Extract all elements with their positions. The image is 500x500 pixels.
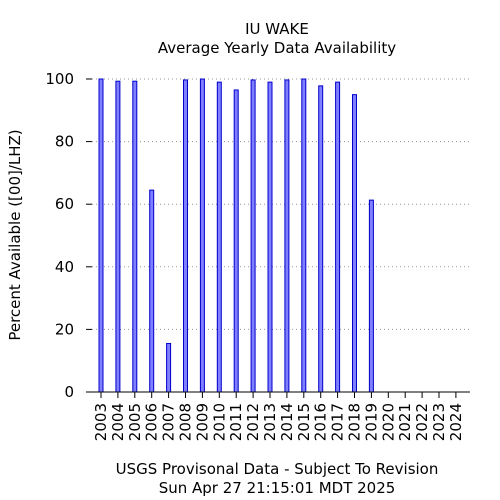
y-tick-labels: 0 20 40 60 80 100 xyxy=(45,70,92,401)
grid-lines xyxy=(92,78,470,330)
y-tick-label: 100 xyxy=(45,70,74,88)
bar-2017 xyxy=(335,81,341,393)
bar-2015 xyxy=(301,78,307,393)
bar-2019 xyxy=(368,199,374,393)
x-tick-label: 2012 xyxy=(244,403,262,441)
x-tick-label: 2016 xyxy=(312,403,330,441)
x-tick-label: 2022 xyxy=(413,403,431,441)
x-tick-label: 2010 xyxy=(210,403,228,441)
x-tick-label: 2008 xyxy=(177,403,195,441)
bar-2010 xyxy=(216,81,222,393)
y-axis-label: Percent Available ([00]/LHZ) xyxy=(6,129,24,340)
x-tick-labels: 2003200420052006200720082009201020112012… xyxy=(92,392,465,441)
bar-2003 xyxy=(98,78,104,393)
bars xyxy=(98,78,374,393)
chart-subtitle: Average Yearly Data Availability xyxy=(158,39,396,57)
x-tick-label: 2007 xyxy=(160,403,178,441)
x-tick-label: 2021 xyxy=(396,403,414,441)
x-tick-label: 2017 xyxy=(329,403,347,441)
bar-2007 xyxy=(166,342,172,393)
bar-2011 xyxy=(233,89,239,393)
y-tick-label: 20 xyxy=(55,320,74,338)
footer-disclaimer: USGS Provisonal Data - Subject To Revisi… xyxy=(116,460,439,478)
y-tick-label: 40 xyxy=(55,258,74,276)
x-tick-label: 2013 xyxy=(261,403,279,441)
bar-2004 xyxy=(115,80,121,393)
bar-2009 xyxy=(199,78,205,393)
x-tick-label: 2019 xyxy=(362,403,380,441)
y-tick-label: 60 xyxy=(55,195,74,213)
x-tick-label: 2014 xyxy=(278,403,296,441)
bar-2014 xyxy=(284,79,290,393)
x-tick-label: 2006 xyxy=(143,403,161,441)
x-tick-label: 2003 xyxy=(92,403,110,441)
x-tick-label: 2009 xyxy=(193,403,211,441)
x-tick-label: 2015 xyxy=(295,403,313,441)
y-tick-label: 0 xyxy=(64,383,74,401)
chart-title: IU WAKE xyxy=(245,20,309,38)
x-tick-label: 2018 xyxy=(346,403,364,441)
bar-2006 xyxy=(149,189,155,393)
x-tick-label: 2004 xyxy=(109,403,127,441)
bar-2008 xyxy=(183,79,188,393)
bar-2005 xyxy=(132,80,138,393)
bar-2018 xyxy=(352,94,357,393)
x-tick-label: 2023 xyxy=(430,403,448,441)
bar-2016 xyxy=(318,85,324,393)
x-tick-label: 2024 xyxy=(447,403,465,441)
x-tick-label: 2005 xyxy=(126,403,144,441)
bar-2013 xyxy=(267,81,273,393)
x-tick-label: 2020 xyxy=(379,403,397,441)
footer-timestamp: Sun Apr 27 21:15:01 MDT 2025 xyxy=(159,479,396,497)
bar-2012 xyxy=(250,79,256,393)
x-tick-label: 2011 xyxy=(227,403,245,441)
y-tick-label: 80 xyxy=(55,133,74,151)
